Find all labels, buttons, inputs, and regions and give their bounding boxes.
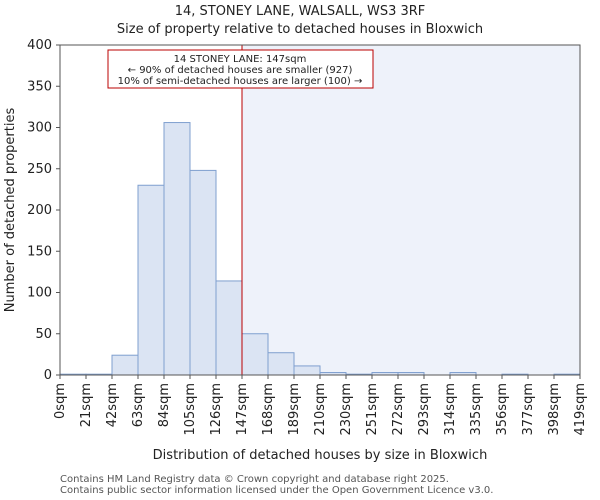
x-tick-label-147sqm: 147sqm (235, 383, 250, 436)
bar-189sqm (293, 365, 321, 376)
x-tick-label-293sqm: 293sqm (417, 383, 432, 436)
y-tick-label-400: 400 (27, 38, 52, 53)
footer-copyright: Contains HM Land Registry data © Crown c… (60, 474, 449, 485)
x-tick-label-398sqm: 398sqm (547, 383, 562, 436)
x-tick-label-419sqm: 419sqm (573, 383, 588, 436)
x-tick-label-314sqm: 314sqm (443, 383, 458, 436)
x-tick-label-356sqm: 356sqm (495, 383, 510, 436)
y-tick-label-300: 300 (27, 121, 52, 136)
x-tick-label-42sqm: 42sqm (105, 383, 120, 427)
x-axis-label: Distribution of detached houses by size … (153, 448, 488, 463)
annotation-line-2: ← 90% of detached houses are smaller (92… (128, 65, 353, 76)
x-tick-label-0sqm: 0sqm (53, 383, 68, 419)
bar-168sqm (267, 352, 295, 376)
bar-147sqm (241, 333, 269, 376)
y-axis-label: Number of detached properties (3, 108, 18, 313)
y-tick-label-100: 100 (27, 286, 52, 301)
y-axis-ticks: 0 50 100 150 200 250 300 350 400 (27, 38, 60, 383)
footer-licence: Contains public sector information licen… (60, 485, 494, 496)
annotation-line-3: 10% of semi-detached houses are larger (… (118, 76, 363, 87)
y-tick-label-200: 200 (27, 203, 52, 218)
annotation-box: 14 STONEY LANE: 147sqm ← 90% of detached… (107, 49, 374, 89)
x-tick-label-210sqm: 210sqm (313, 383, 328, 436)
x-tick-label-21sqm: 21sqm (79, 383, 94, 427)
x-tick-label-126sqm: 126sqm (209, 383, 224, 436)
x-tick-label-84sqm: 84sqm (157, 383, 172, 427)
bar-63sqm (137, 184, 165, 376)
y-tick-label-150: 150 (27, 244, 52, 259)
x-tick-label-251sqm: 251sqm (365, 383, 380, 436)
x-tick-label-105sqm: 105sqm (183, 383, 198, 436)
y-tick-label-250: 250 (27, 162, 52, 177)
bar-126sqm (215, 280, 243, 376)
x-tick-label-189sqm: 189sqm (287, 383, 302, 436)
chart-subtitle: Size of property relative to detached ho… (116, 22, 484, 37)
x-tick-label-377sqm: 377sqm (521, 383, 536, 436)
chart-title: 14, STONEY LANE, WALSALL, WS3 3RF (174, 4, 426, 19)
x-tick-label-272sqm: 272sqm (391, 383, 406, 436)
x-tick-label-335sqm: 335sqm (469, 383, 484, 436)
x-tick-label-230sqm: 230sqm (339, 383, 354, 436)
bar-84sqm (163, 122, 191, 376)
bar-42sqm (111, 354, 139, 376)
shaded-region-larger (242, 45, 580, 375)
x-axis-ticks: 0sqm 21sqm 42sqm 63sqm 84sqm 105sqm 126sqm 147s… (53, 375, 588, 436)
y-tick-label-0: 0 (44, 368, 52, 383)
bar-105sqm (189, 169, 217, 376)
annotation-frame (107, 49, 374, 89)
x-tick-label-168sqm: 168sqm (261, 383, 276, 436)
y-tick-label-50: 50 (35, 327, 52, 342)
y-tick-label-350: 350 (27, 79, 52, 94)
x-tick-label-63sqm: 63sqm (131, 383, 146, 427)
annotation-line-1: 14 STONEY LANE: 147sqm (174, 54, 307, 65)
